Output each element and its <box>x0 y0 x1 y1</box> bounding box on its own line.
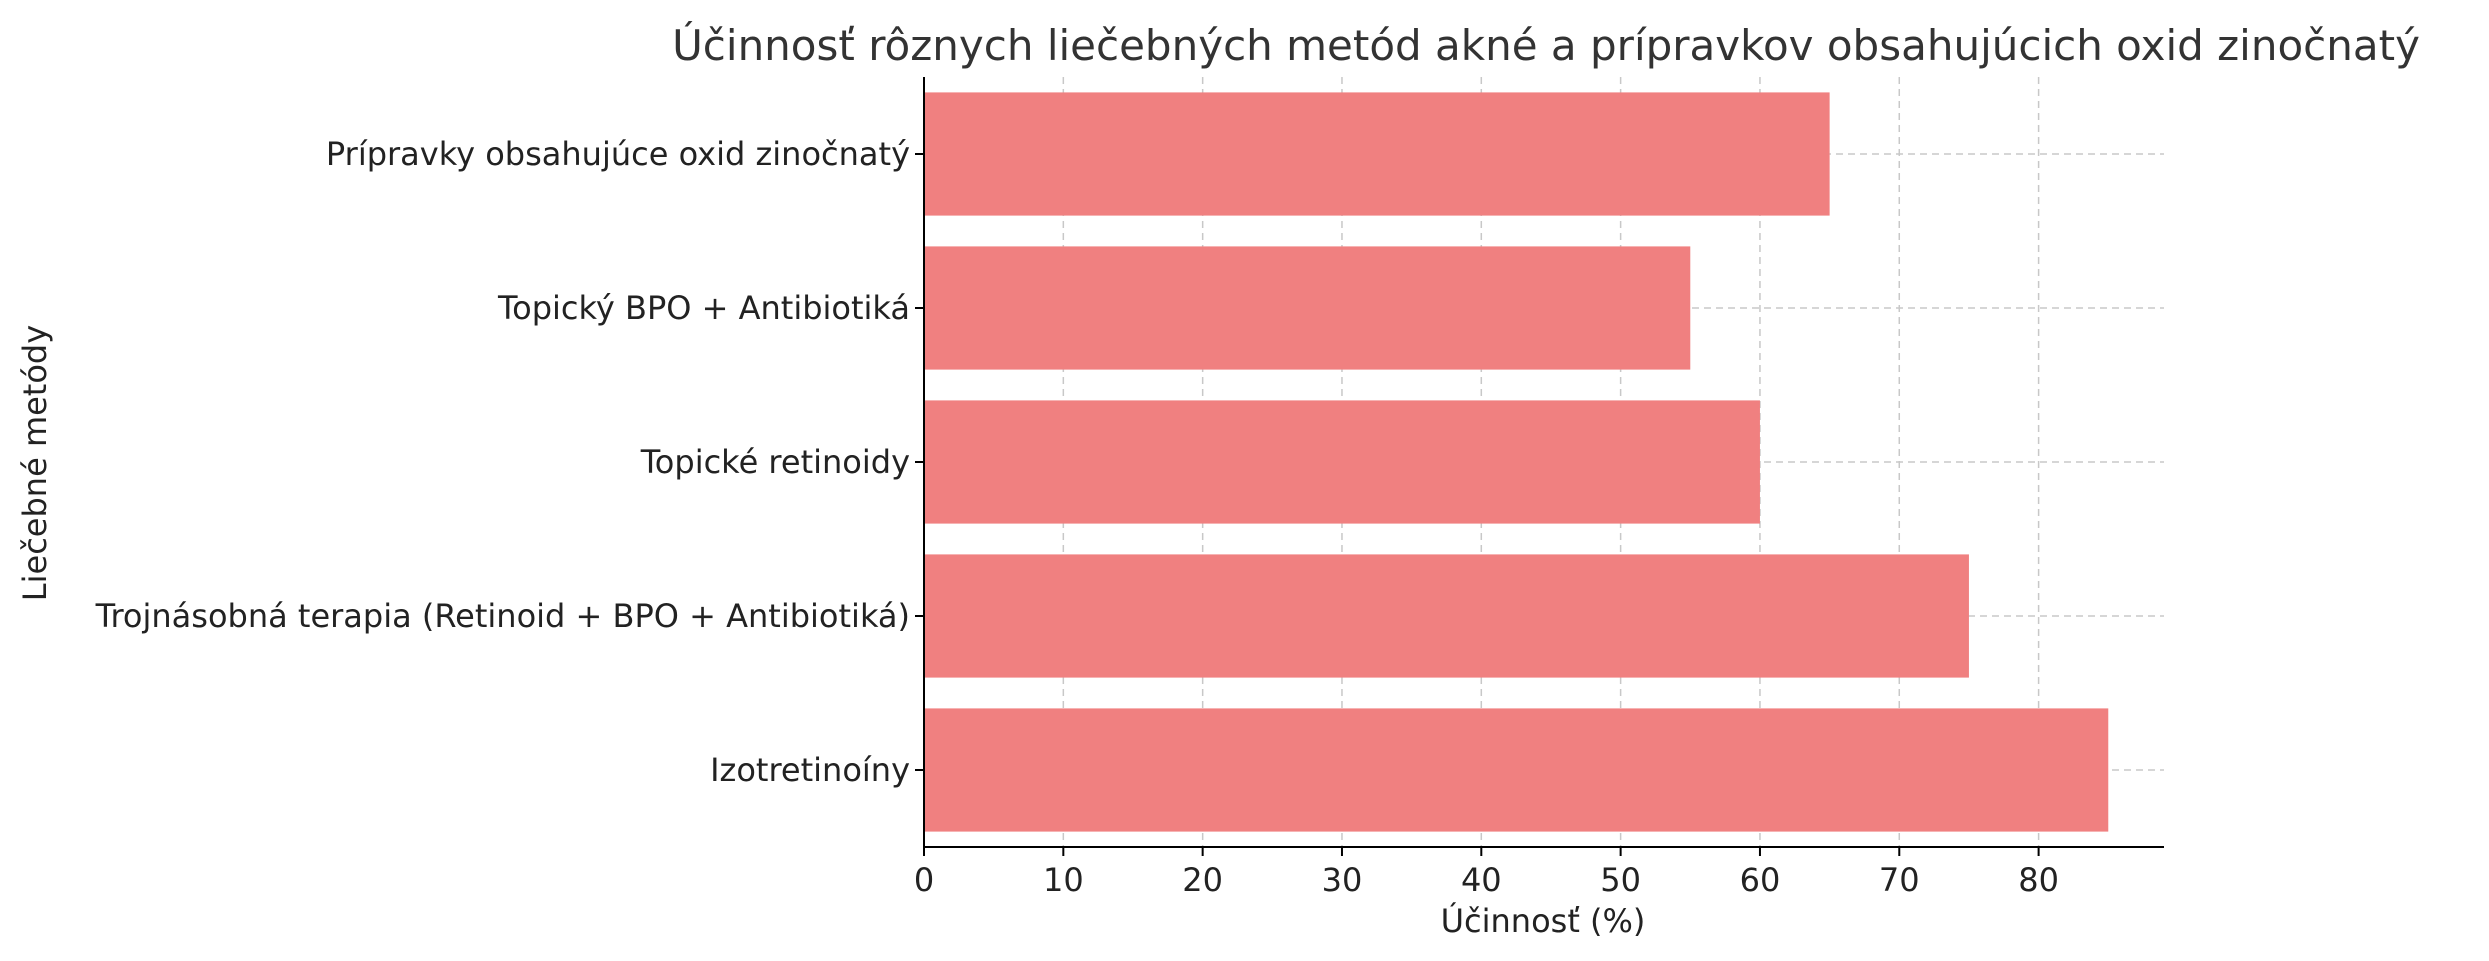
x-tick-label: 40 <box>1461 861 1502 899</box>
x-tick-label: 80 <box>2018 861 2059 899</box>
bar <box>924 246 1691 370</box>
bar <box>924 92 1830 216</box>
bar <box>924 708 2109 832</box>
x-tick-label: 60 <box>1740 861 1781 899</box>
y-tick-label: Izotretinoíny <box>710 751 910 789</box>
x-tick-label: 20 <box>1182 861 1223 899</box>
bar <box>924 554 1969 678</box>
chart-title: Účinnosť rôznych liečebných metód akné a… <box>672 20 2420 70</box>
x-tick-label: 10 <box>1043 861 1084 899</box>
bar <box>924 400 1760 524</box>
x-axis-label: Účinnosť (%) <box>1441 901 1646 940</box>
y-tick-label: Topické retinoidy <box>640 443 910 481</box>
x-tick-label: 30 <box>1322 861 1363 899</box>
x-tick-label: 0 <box>914 861 934 899</box>
y-tick-label: Prípravky obsahujúce oxid zinočnatý <box>326 135 910 173</box>
bars <box>924 92 2109 832</box>
y-tick-label: Trojnásobná terapia (Retinoid + BPO + An… <box>95 597 910 635</box>
x-tick-label: 50 <box>1600 861 1641 899</box>
y-tick-label: Topický BPO + Antibiotiká <box>497 289 910 327</box>
y-axis-label: Liečebné metódy <box>16 325 54 601</box>
y-axis-ticks: Izotretinoíny Trojnásobná terapia (Retino… <box>95 135 924 789</box>
x-tick-label: 70 <box>1879 861 1920 899</box>
x-axis-ticks: 0 10 20 30 40 50 60 70 80 <box>914 847 2059 899</box>
